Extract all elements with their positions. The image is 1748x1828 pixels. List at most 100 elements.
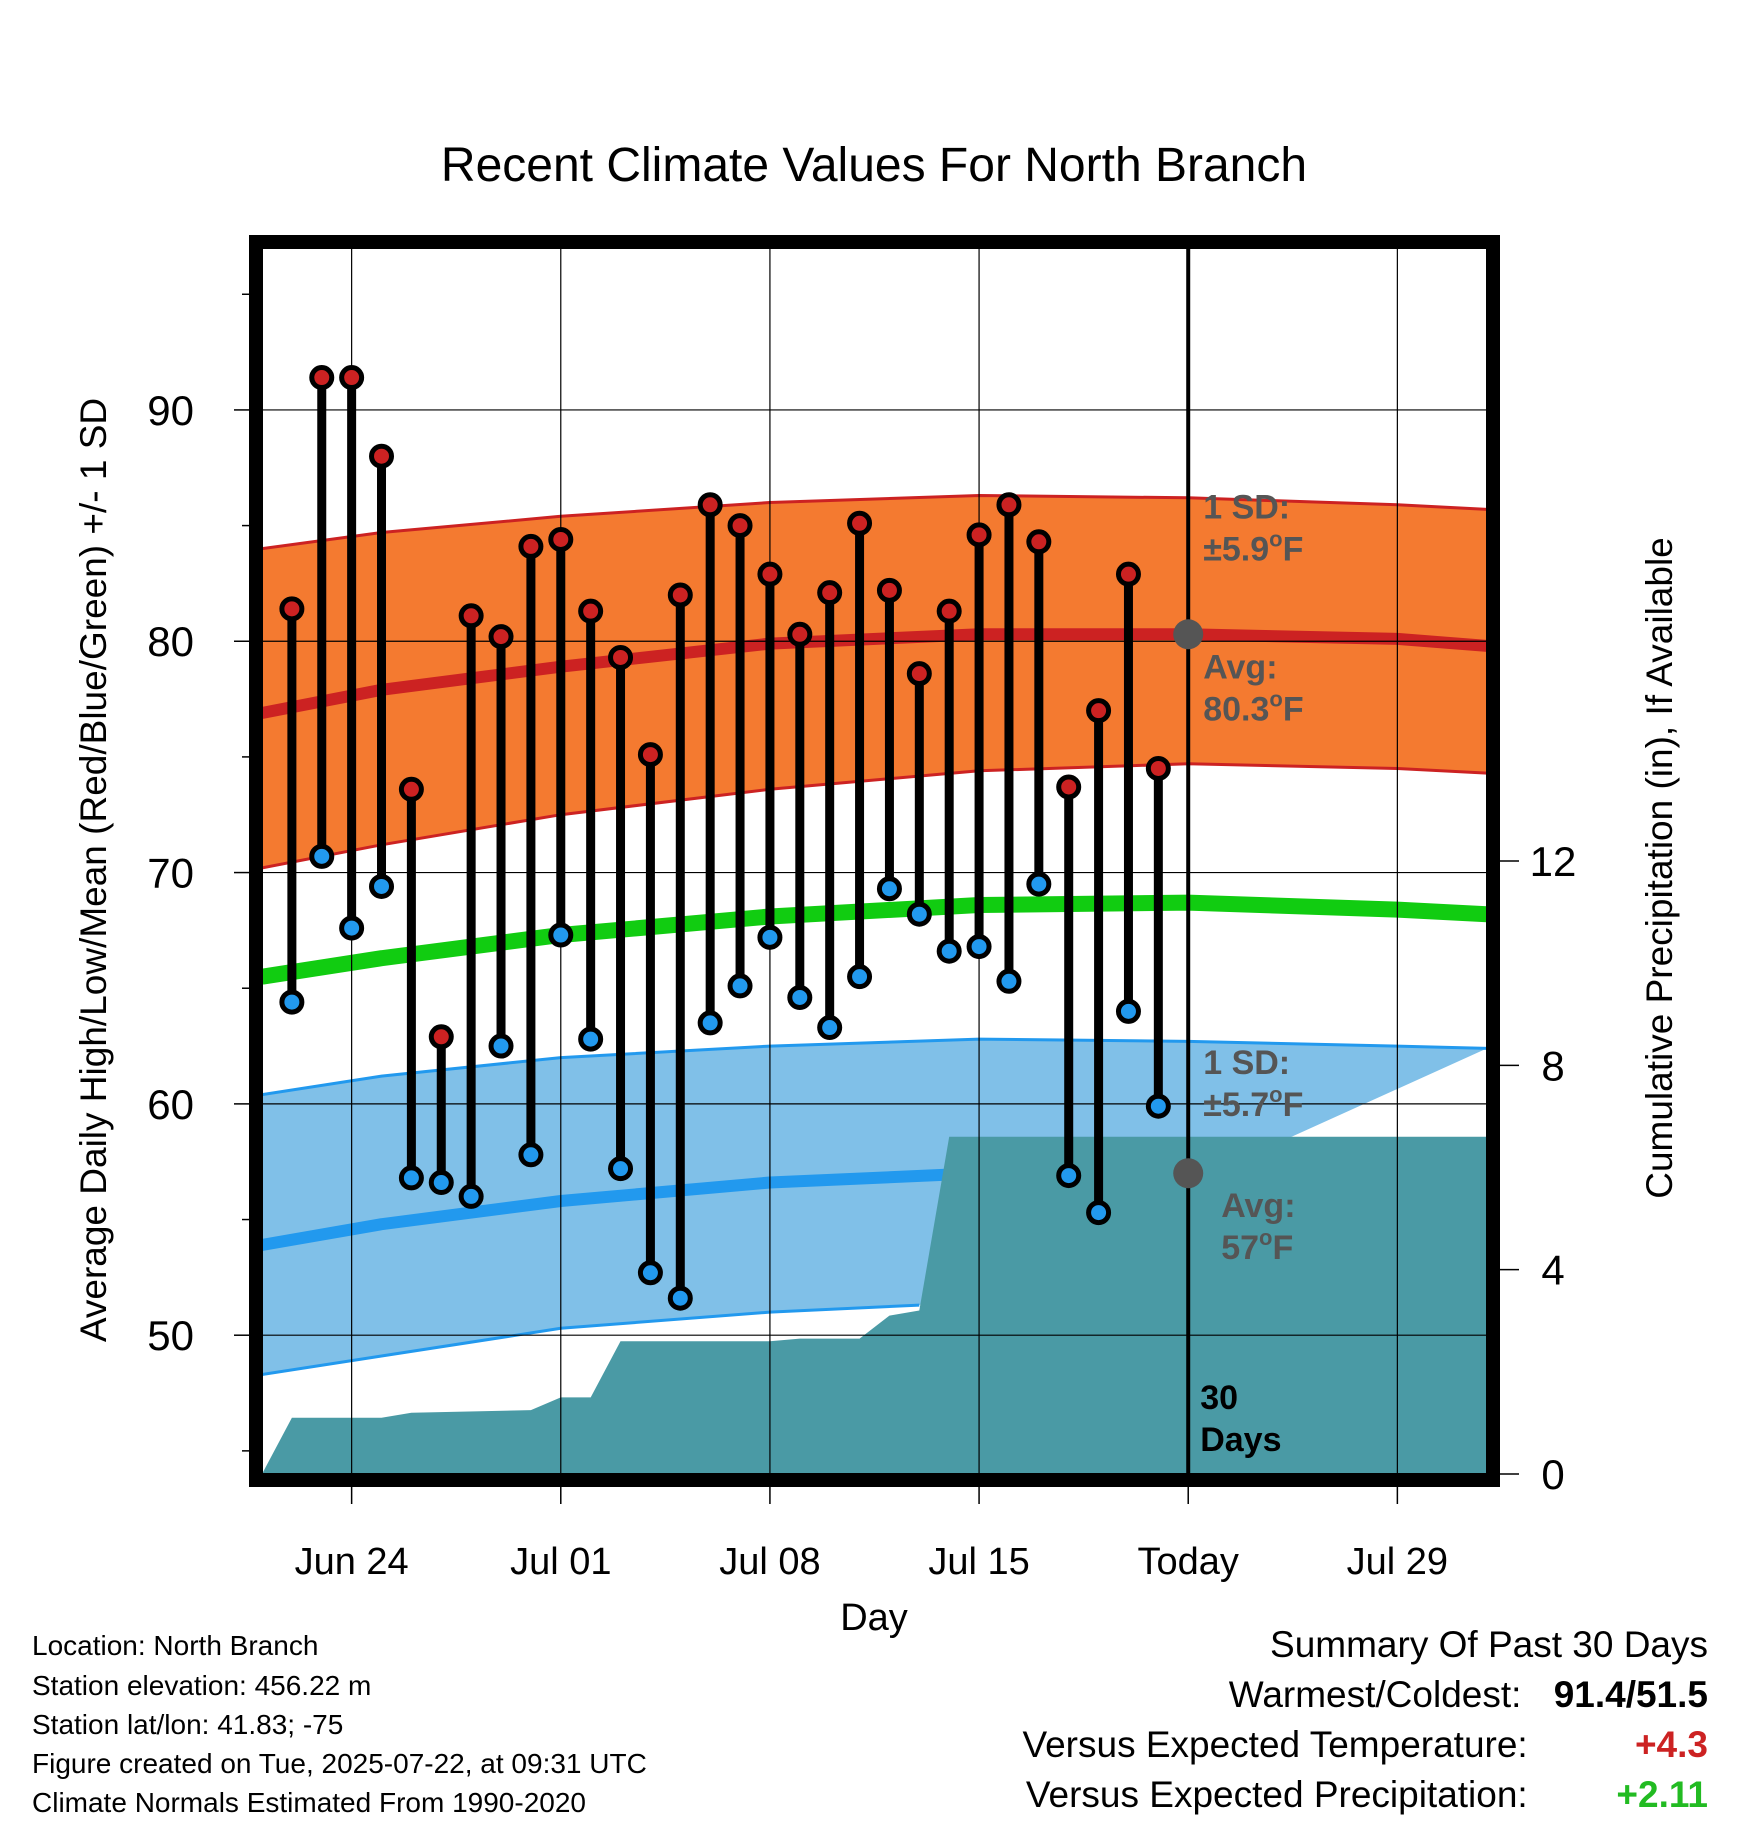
high-point xyxy=(488,624,514,650)
low-point xyxy=(996,968,1022,994)
plot-frame xyxy=(249,235,1500,1487)
low-point xyxy=(966,934,992,960)
high-point xyxy=(697,492,723,518)
low-point xyxy=(906,901,932,927)
low-point xyxy=(936,938,962,964)
precip-area xyxy=(262,1136,1487,1474)
low-point xyxy=(1056,1163,1082,1189)
low-point xyxy=(309,843,335,869)
y-axis-left-label: Average Daily High/Low/Mean (Red/Blue/Gr… xyxy=(73,398,114,1342)
high-sd-band xyxy=(262,495,1487,868)
chart-title: Recent Climate Values For North Branch xyxy=(441,139,1307,192)
days-annotation-value: Days xyxy=(1200,1421,1281,1459)
x-tick-label: Jul 08 xyxy=(719,1541,820,1583)
y-tick-label: 90 xyxy=(147,387,194,434)
high-sd-annotation-value: ±5.9oF xyxy=(1203,527,1303,569)
low-point xyxy=(369,873,395,899)
low-point xyxy=(488,1033,514,1059)
low-point xyxy=(847,964,873,990)
x-tick-label: Jul 15 xyxy=(928,1541,1029,1583)
high-point xyxy=(279,596,305,622)
low-sd-annotation-degree: o xyxy=(1269,1082,1282,1107)
info-created: Figure created on Tue, 2025-07-22, at 09… xyxy=(32,1748,647,1779)
low-point xyxy=(876,876,902,902)
low-point xyxy=(757,924,783,950)
temp-value: +4.3 xyxy=(1634,1724,1708,1765)
y2-tick-label: 12 xyxy=(1530,838,1577,885)
y2-tick-label: 0 xyxy=(1541,1451,1564,1498)
high-point xyxy=(1145,755,1171,781)
low-avg-annotation-degree: o xyxy=(1259,1225,1272,1250)
y-tick-label: 80 xyxy=(147,618,194,665)
high-avg-annotation-value: 80.3oF xyxy=(1203,686,1303,728)
low-point xyxy=(518,1142,544,1168)
high-avg-annotation-degree: o xyxy=(1269,686,1282,711)
y2-tick-label: 8 xyxy=(1541,1042,1564,1089)
high-point xyxy=(369,443,395,469)
x-tick-label: Today xyxy=(1138,1541,1239,1583)
y-tick-label: 60 xyxy=(147,1081,194,1128)
high-point xyxy=(906,661,932,687)
summary-warm-cold: Warmest/Coldest: 91.4/51.5 xyxy=(1229,1674,1708,1716)
low-point xyxy=(667,1285,693,1311)
high-point xyxy=(787,621,813,647)
low-point xyxy=(339,915,365,941)
normal-mean-line xyxy=(262,894,1487,985)
warm-cold-label: Warmest/Coldest: xyxy=(1228,1674,1522,1715)
low-avg-annotation-number: 57 xyxy=(1221,1229,1259,1267)
high-sd-edge-0 xyxy=(262,493,1487,551)
high-point xyxy=(667,582,693,608)
y-axis-right-label: Cumulative Precipitation (in), If Availa… xyxy=(1639,537,1680,1199)
high-point xyxy=(458,603,484,629)
high-point xyxy=(966,522,992,548)
high-point xyxy=(1115,561,1141,587)
high-sd-annotation: 1 SD: xyxy=(1203,489,1290,527)
high-point xyxy=(309,365,335,391)
low-point xyxy=(817,1015,843,1041)
high-avg-annotation-unit: F xyxy=(1283,690,1304,728)
x-axis-label: Day xyxy=(840,1597,908,1639)
low-point xyxy=(1086,1200,1112,1226)
high-point xyxy=(727,513,753,539)
info-location: Location: North Branch xyxy=(32,1630,319,1661)
summary-precip: Versus Expected Precipitation: +2.11 xyxy=(1026,1774,1708,1816)
warm-cold-value: 91.4/51.5 xyxy=(1553,1674,1708,1715)
normal-high-line xyxy=(262,628,1487,719)
high-point xyxy=(847,510,873,536)
info-normals: Climate Normals Estimated From 1990-2020 xyxy=(32,1787,586,1818)
high-point xyxy=(1086,698,1112,724)
low-sd-annotation: 1 SD: xyxy=(1203,1044,1290,1082)
y2-tick-label: 4 xyxy=(1541,1247,1564,1294)
low-point xyxy=(697,1010,723,1036)
info-latlon: Station lat/lon: 41.83; -75 xyxy=(32,1709,344,1740)
low-point xyxy=(1145,1093,1171,1119)
today-avg-high-marker xyxy=(1173,619,1204,650)
high-point xyxy=(936,598,962,624)
low-point xyxy=(279,989,305,1015)
summary-temp: Versus Expected Temperature: +4.3 xyxy=(1022,1724,1708,1766)
high-point xyxy=(608,644,634,670)
low-point xyxy=(578,1026,604,1052)
high-point xyxy=(876,577,902,603)
low-sd-annotation-unit: F xyxy=(1283,1086,1304,1124)
low-point xyxy=(1115,998,1141,1024)
low-point xyxy=(637,1260,663,1286)
y-tick-label: 70 xyxy=(147,850,194,897)
high-avg-annotation-number: 80.3 xyxy=(1203,690,1269,728)
high-point xyxy=(428,1024,454,1050)
today-avg-low-marker xyxy=(1173,1158,1204,1189)
high-point xyxy=(1026,529,1052,555)
high-point xyxy=(757,561,783,587)
low-avg-annotation-unit: F xyxy=(1273,1229,1294,1267)
high-point xyxy=(817,580,843,606)
info-elevation: Station elevation: 456.22 m xyxy=(32,1670,372,1701)
low-avg-annotation-value: 57oF xyxy=(1221,1225,1293,1267)
precip-value: +2.11 xyxy=(1616,1774,1708,1815)
x-tick-label: Jul 29 xyxy=(1347,1541,1448,1583)
precip-label: Versus Expected Precipitation: xyxy=(1025,1774,1528,1815)
high-point xyxy=(548,526,574,552)
low-point xyxy=(608,1156,634,1182)
days-annotation: 30 xyxy=(1200,1379,1238,1417)
low-avg-annotation: Avg: xyxy=(1221,1187,1295,1225)
